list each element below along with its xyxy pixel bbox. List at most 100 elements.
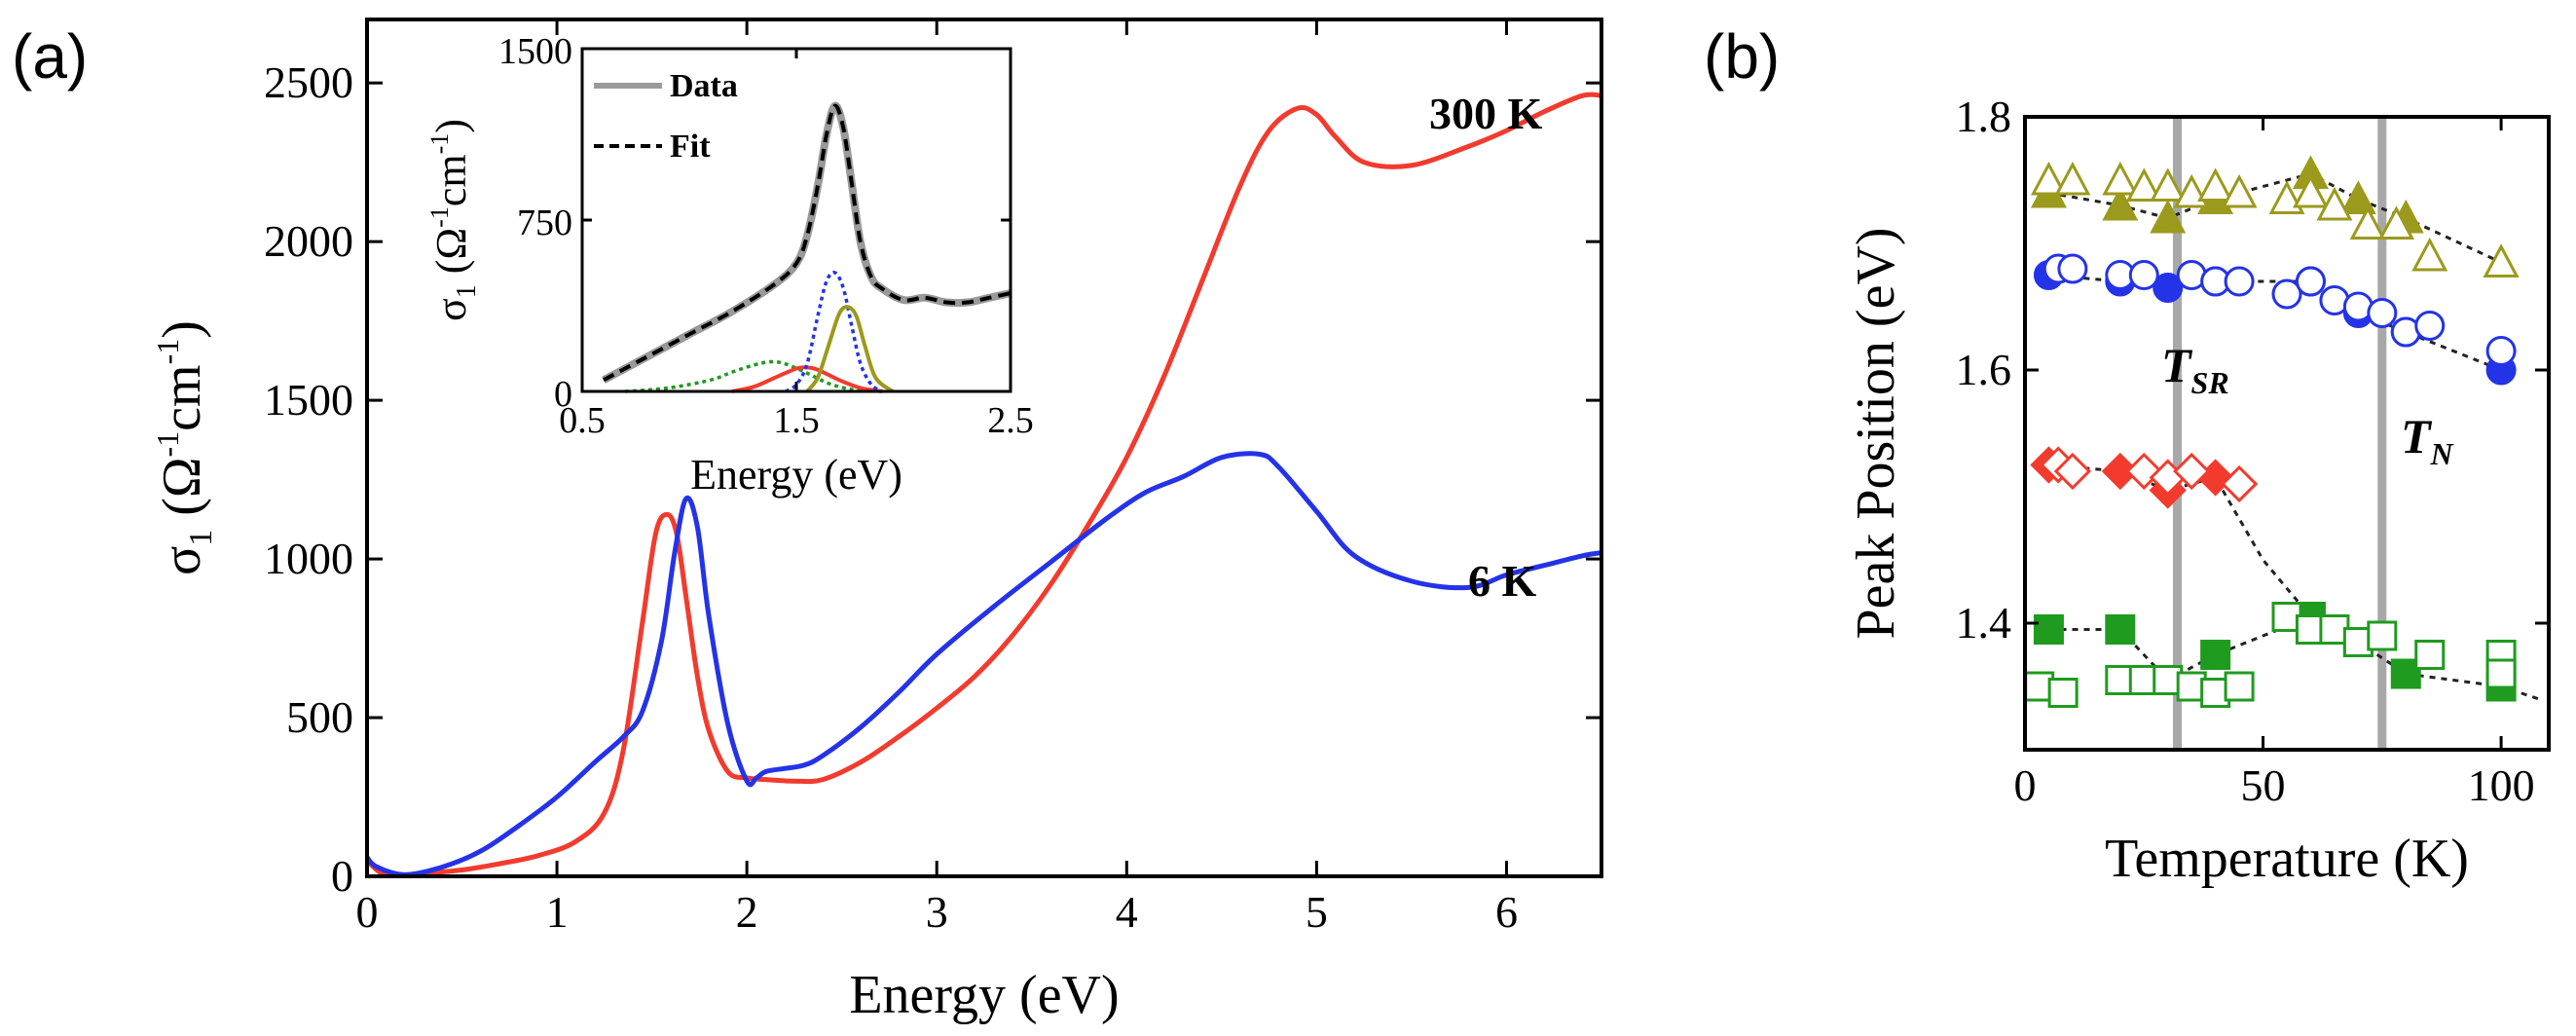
b-point-olive-filled (2150, 199, 2187, 234)
inset-y-axis-title: σ1 (Ω-1cm-1) (425, 119, 482, 321)
label-300k: 300 K (1429, 89, 1543, 138)
b-series-group (2024, 117, 2540, 750)
b-point-green-open (2224, 671, 2255, 702)
main-y-open: (Ω (152, 457, 212, 529)
main-ytick-label: 500 (286, 692, 353, 742)
main-y-axis-title: σ1 (Ω-1cm-1) (150, 320, 219, 575)
main-y-mid: cm (152, 364, 212, 430)
b-ytick-label: 1.8 (1956, 92, 2012, 141)
b-point-green-open (2367, 620, 2398, 651)
b-point-olive-open (2150, 167, 2187, 202)
main-y-sub: 1 (183, 530, 219, 546)
inset-line-olive-component (805, 305, 895, 393)
t-n-main: T (2401, 409, 2433, 463)
main-ytick-label: 1500 (264, 375, 353, 425)
legend-fit-label: Fit (670, 129, 711, 165)
b-point-olive-open (2411, 237, 2448, 272)
t-sr-label: TSR (2161, 338, 2229, 400)
b-point-olive-open (2221, 173, 2258, 208)
b-point-green-filled (2033, 614, 2064, 645)
b-xtick-label: 100 (2468, 760, 2535, 810)
b-point-blue-open (2128, 260, 2159, 290)
b-point-blue-open (2367, 298, 2398, 328)
b-xtick-label: 0 (2014, 760, 2037, 810)
b-x-axis-title: Temperature (K) (2105, 829, 2469, 889)
inset-y-sub: 1 (452, 284, 482, 298)
main-xtick-label: 0 (356, 887, 379, 937)
main-ytick-label: 1000 (264, 534, 353, 583)
b-ytick-label: 1.4 (1956, 598, 2012, 648)
b-point-red-open (2220, 464, 2259, 503)
b-point-olive-open (2054, 161, 2091, 196)
main-xtick-label: 6 (1495, 887, 1518, 937)
inset-xtick-label: 2.5 (987, 400, 1034, 441)
t-sr-sub: SR (2191, 365, 2229, 400)
b-point-blue-open (2295, 266, 2326, 297)
inset-y-sup1: -1 (425, 206, 454, 228)
main-x-axis-title: Energy (eV) (849, 965, 1119, 1025)
series-line-300-k (365, 92, 1602, 878)
t-n-label: TN (2401, 409, 2455, 471)
b-point-olive-open (2102, 161, 2139, 196)
inset-ytick-label: 0 (554, 374, 572, 415)
b-point-green-open (2485, 658, 2517, 689)
b-point-blue-open (2414, 311, 2446, 341)
inset-line-blue-component (785, 271, 883, 393)
panel-label-a: (a) (12, 21, 88, 92)
label-6k: 6 K (1468, 556, 1537, 606)
inset-series-group (602, 101, 1012, 393)
b-plot-frame (2023, 115, 2551, 752)
b-point-olive-open (2349, 205, 2386, 240)
main-y-sym: σ (152, 546, 212, 575)
b-point-blue-filled (2153, 273, 2184, 303)
b-fit-line-0 (2048, 171, 2502, 264)
main-ytick-label: 2000 (264, 216, 353, 266)
main-ytick-label: 2500 (264, 57, 353, 107)
b-xtick-label: 50 (2241, 760, 2286, 810)
b-ytick-label: 1.6 (1956, 345, 2012, 394)
series-line-6-k (365, 451, 1602, 877)
b-point-olive-filled (2339, 180, 2376, 214)
b-point-olive-open (2030, 161, 2067, 196)
b-point-olive-open (2197, 167, 2234, 202)
b-point-olive-filled (2102, 186, 2139, 221)
main-y-close: ) (152, 320, 212, 339)
b-point-olive-open (2292, 173, 2329, 208)
inset-xtick-label: 1.5 (773, 400, 820, 441)
main-y-sup2: -1 (150, 339, 185, 365)
inset-x-axis-title: Energy (eV) (690, 451, 902, 499)
b-point-red-open (2053, 452, 2092, 491)
b-point-blue-open (2224, 266, 2255, 297)
inset-y-close: ) (427, 119, 475, 133)
inset-background (582, 49, 1011, 391)
b-point-green-open (2414, 640, 2446, 670)
inset-y-mid: cm (427, 154, 475, 206)
b-point-olive-open (2125, 167, 2162, 202)
main-xtick-label: 3 (926, 887, 948, 937)
b-point-green-open (2047, 678, 2079, 708)
main-ticks: 0 1 2 3 4 5 6 0 500 1000 1500 2000 2500 (264, 19, 1601, 937)
main-ytick-label: 0 (331, 851, 353, 901)
t-n-sub: N (2430, 436, 2455, 471)
b-y-axis-title: Peak Position (eV) (1846, 227, 1906, 639)
inset-ytick-label: 750 (517, 203, 572, 243)
inset-y-sym: σ (427, 298, 475, 321)
b-point-olive-open (2316, 186, 2353, 221)
b-point-olive-open (2377, 205, 2414, 240)
inset-line-fit (603, 103, 1012, 383)
main-xtick-label: 5 (1306, 887, 1328, 937)
main-y-sup1: -1 (150, 431, 185, 458)
b-ticks: 0 50 100 1.4 1.6 1.8 (1956, 92, 2549, 810)
b-point-green-filled (2105, 614, 2136, 645)
b-point-green-filled (2200, 640, 2231, 670)
inset-ticks: 0.5 1.5 2.5 0 750 1500 (498, 31, 1034, 441)
b-point-blue-open (2057, 253, 2088, 284)
b-point-blue-open (2485, 336, 2517, 366)
inset-y-open: (Ω (427, 228, 475, 284)
main-plot-frame (365, 18, 1603, 878)
inset-line-green-component (624, 359, 872, 393)
t-sr-main: T (2161, 338, 2193, 392)
inset-chart: 0.5 1.5 2.5 0 750 1500 Data Fit Energy (eV) σ… (425, 31, 1034, 499)
